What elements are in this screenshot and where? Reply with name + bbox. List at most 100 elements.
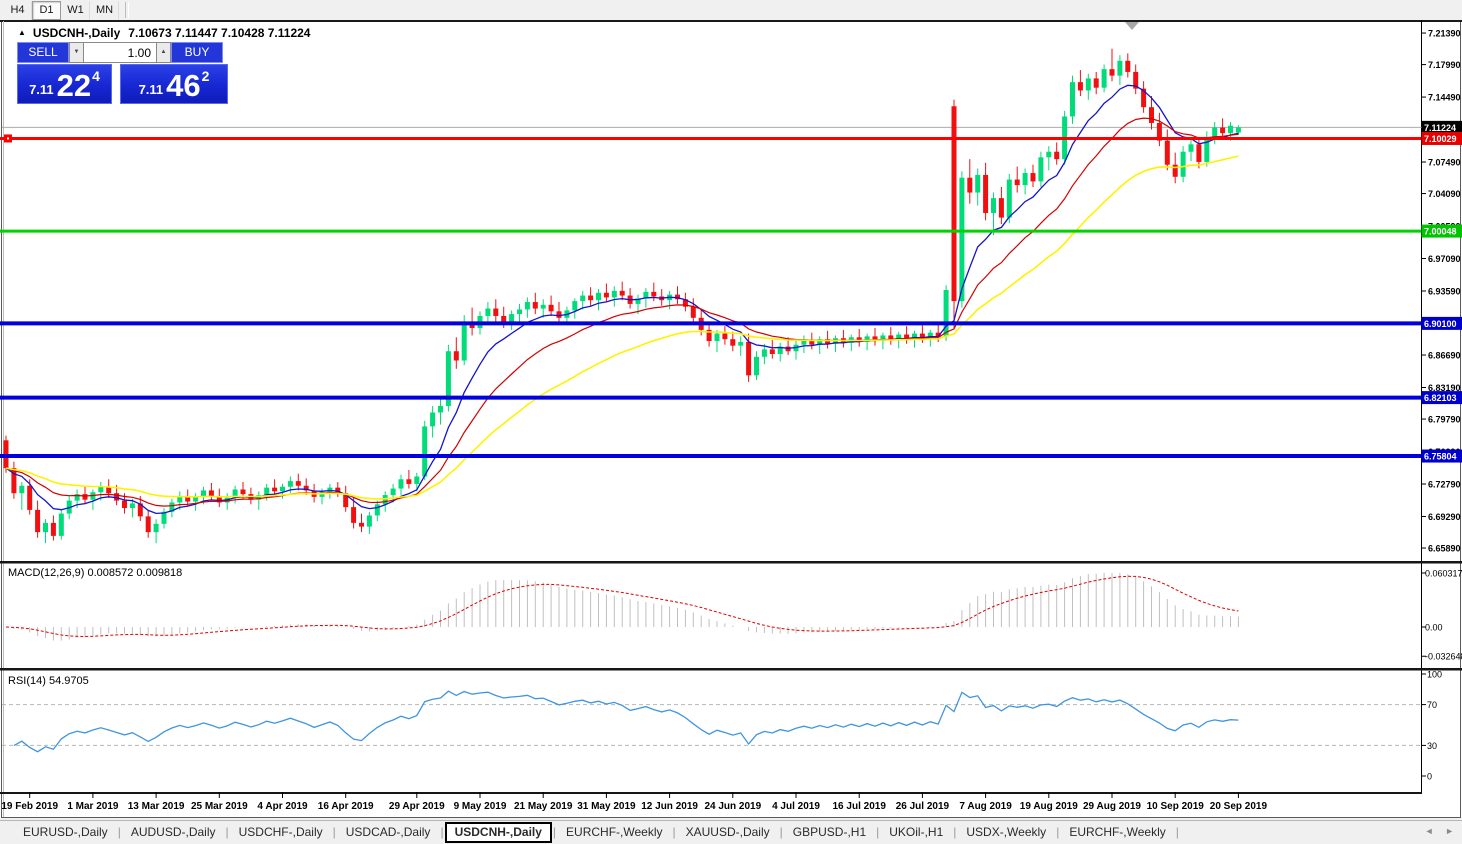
tabs-scroll-left-icon[interactable]: ◄ <box>1425 826 1434 836</box>
tab-gbpusd-h1[interactable]: GBPUSD-,H1 <box>784 823 875 841</box>
sell-price-sup: 4 <box>92 68 100 84</box>
tab-separator: | <box>333 825 336 839</box>
timeframe-button-W1[interactable]: W1 <box>61 1 90 20</box>
svg-text:7 Aug 2019: 7 Aug 2019 <box>959 801 1012 812</box>
ma-fast-line <box>6 85 1238 513</box>
svg-text:7.14490: 7.14490 <box>1428 93 1461 103</box>
svg-text:16 Apr 2019: 16 Apr 2019 <box>318 801 374 812</box>
svg-text:26 Jul 2019: 26 Jul 2019 <box>896 801 950 812</box>
macd-indicator-label: MACD(12,26,9) 0.008572 0.009818 <box>8 567 182 579</box>
price-level-lines[interactable] <box>0 134 1421 456</box>
chart-ohlc-values: 7.10673 7.11447 7.10428 7.11224 <box>128 26 310 40</box>
svg-text:30: 30 <box>1427 741 1437 751</box>
svg-text:70: 70 <box>1427 700 1437 710</box>
svg-text:7.10029: 7.10029 <box>1424 134 1457 144</box>
tab-eurchf-weekly[interactable]: EURCHF-,Weekly <box>557 823 671 841</box>
tabs-scroll-nav: ◄ ► <box>1416 826 1454 836</box>
collapse-arrow-icon[interactable]: ▲ <box>18 28 26 37</box>
tab-audusd-daily[interactable]: AUDUSD-,Daily <box>122 823 225 841</box>
sell-price-main: 22 <box>57 72 91 100</box>
chart-tab-bar: EURUSD-,Daily|AUDUSD-,Daily|USDCHF-,Dail… <box>0 820 1462 843</box>
sell-button[interactable]: SELL <box>17 42 69 63</box>
svg-text:6.93590: 6.93590 <box>1428 287 1461 297</box>
tab-usdcnh-daily[interactable]: USDCNH-,Daily <box>445 822 552 843</box>
svg-text:21 May 2019: 21 May 2019 <box>514 801 573 812</box>
tab-separator: | <box>1056 825 1059 839</box>
svg-text:12 Jun 2019: 12 Jun 2019 <box>641 801 698 812</box>
tab-separator: | <box>118 825 121 839</box>
svg-text:6.90100: 6.90100 <box>1424 319 1457 329</box>
svg-text:6.65890: 6.65890 <box>1428 544 1461 554</box>
buy-price-sup: 2 <box>202 68 210 84</box>
volume-increase-button[interactable]: ▲ <box>156 42 171 63</box>
toolbar-separator <box>125 2 129 18</box>
svg-text:6.72790: 6.72790 <box>1428 480 1461 490</box>
price-axis-badges: 7.112247.100297.000486.901006.821036.758… <box>1422 121 1462 463</box>
candlestick-series <box>4 49 1241 544</box>
sell-price-prefix: 7.11 <box>29 82 54 97</box>
svg-text:7.07490: 7.07490 <box>1428 158 1461 168</box>
tab-separator: | <box>673 825 676 839</box>
svg-text:4 Apr 2019: 4 Apr 2019 <box>257 801 308 812</box>
ma-slow-line <box>6 156 1238 499</box>
svg-text:9 May 2019: 9 May 2019 <box>454 801 507 812</box>
svg-text:29 Apr 2019: 29 Apr 2019 <box>389 801 445 812</box>
tab-usdchf-daily[interactable]: USDCHF-,Daily <box>230 823 332 841</box>
tabs-scroll-right-icon[interactable]: ► <box>1445 826 1454 836</box>
svg-text:-0.032648: -0.032648 <box>1425 652 1462 662</box>
svg-text:6.76290: 6.76290 <box>1428 447 1461 457</box>
timeframe-button-D1[interactable]: D1 <box>32 1 61 20</box>
tab-usdx-weekly[interactable]: USDX-,Weekly <box>957 823 1055 841</box>
timeframe-button-H4[interactable]: H4 <box>3 1 32 20</box>
svg-text:7.11224: 7.11224 <box>1424 123 1456 133</box>
svg-text:0.060317: 0.060317 <box>1425 568 1462 578</box>
tab-separator: | <box>780 825 783 839</box>
svg-text:100: 100 <box>1427 670 1442 680</box>
svg-text:6.75804: 6.75804 <box>1424 452 1457 462</box>
svg-text:16 Jul 2019: 16 Jul 2019 <box>833 801 887 812</box>
tab-separator: | <box>1176 825 1179 839</box>
svg-text:19 Feb 2019: 19 Feb 2019 <box>1 801 58 812</box>
buy-button[interactable]: BUY <box>171 42 223 63</box>
buy-price-main: 46 <box>166 72 200 100</box>
svg-text:24 Jun 2019: 24 Jun 2019 <box>704 801 761 812</box>
svg-text:4 Jul 2019: 4 Jul 2019 <box>772 801 820 812</box>
svg-text:6.97090: 6.97090 <box>1428 254 1461 264</box>
rsi-line <box>14 691 1239 752</box>
tab-ukoil-h1[interactable]: UKOil-,H1 <box>880 823 952 841</box>
tab-xauusd-daily[interactable]: XAUUSD-,Daily <box>677 823 779 841</box>
panel-collapse-handle[interactable] <box>1125 22 1139 30</box>
timeframe-button-MN[interactable]: MN <box>90 1 119 20</box>
tab-usdcad-daily[interactable]: USDCAD-,Daily <box>337 823 440 841</box>
volume-input[interactable] <box>84 42 156 63</box>
svg-text:7.17990: 7.17990 <box>1428 60 1461 70</box>
tab-eurusd-daily[interactable]: EURUSD-,Daily <box>14 823 117 841</box>
tab-eurchf-weekly[interactable]: EURCHF-,Weekly <box>1060 823 1174 841</box>
svg-text:7.10990: 7.10990 <box>1428 125 1461 135</box>
buy-price-prefix: 7.11 <box>139 82 164 97</box>
svg-text:6.90090: 6.90090 <box>1428 319 1461 329</box>
svg-text:13 Mar 2019: 13 Mar 2019 <box>128 801 185 812</box>
svg-text:6.83190: 6.83190 <box>1428 383 1461 393</box>
tab-separator: | <box>953 825 956 839</box>
svg-text:29 Aug 2019: 29 Aug 2019 <box>1083 801 1141 812</box>
macd-signal-line <box>6 576 1238 636</box>
svg-text:0: 0 <box>1427 772 1432 782</box>
volume-decrease-button[interactable]: ▼ <box>69 42 84 63</box>
svg-text:7.00590: 7.00590 <box>1428 222 1461 232</box>
ma-mid-line <box>6 118 1238 506</box>
macd-histogram <box>6 573 1238 641</box>
svg-text:7.04090: 7.04090 <box>1428 189 1461 199</box>
svg-text:6.69290: 6.69290 <box>1428 512 1461 522</box>
tab-separator: | <box>876 825 879 839</box>
svg-text:0.00: 0.00 <box>1425 623 1443 633</box>
tab-separator: | <box>226 825 229 839</box>
